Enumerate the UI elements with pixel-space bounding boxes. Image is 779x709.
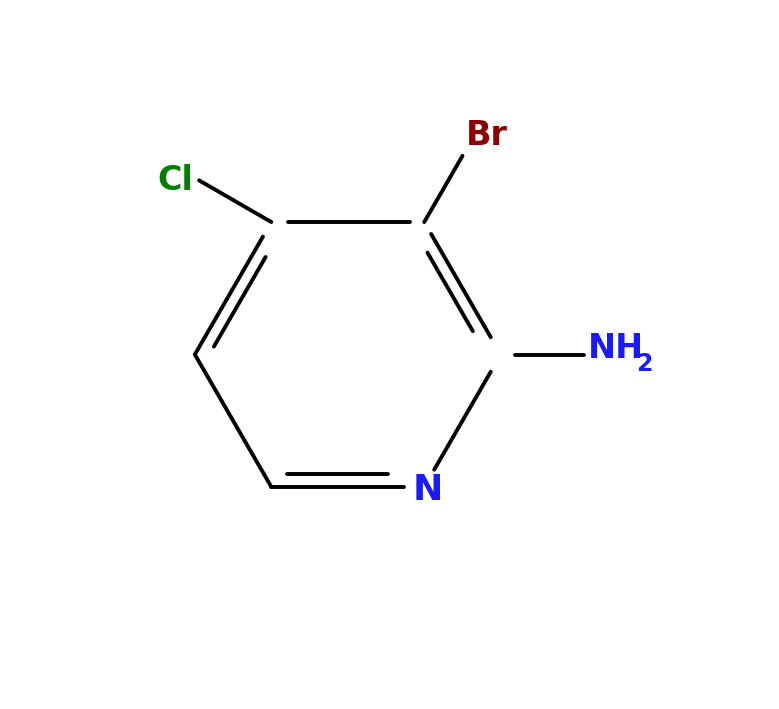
Text: NH: NH xyxy=(587,333,643,365)
Text: 2: 2 xyxy=(636,352,653,376)
Text: N: N xyxy=(413,474,443,508)
Text: Br: Br xyxy=(466,119,508,152)
Text: Cl: Cl xyxy=(157,164,193,197)
